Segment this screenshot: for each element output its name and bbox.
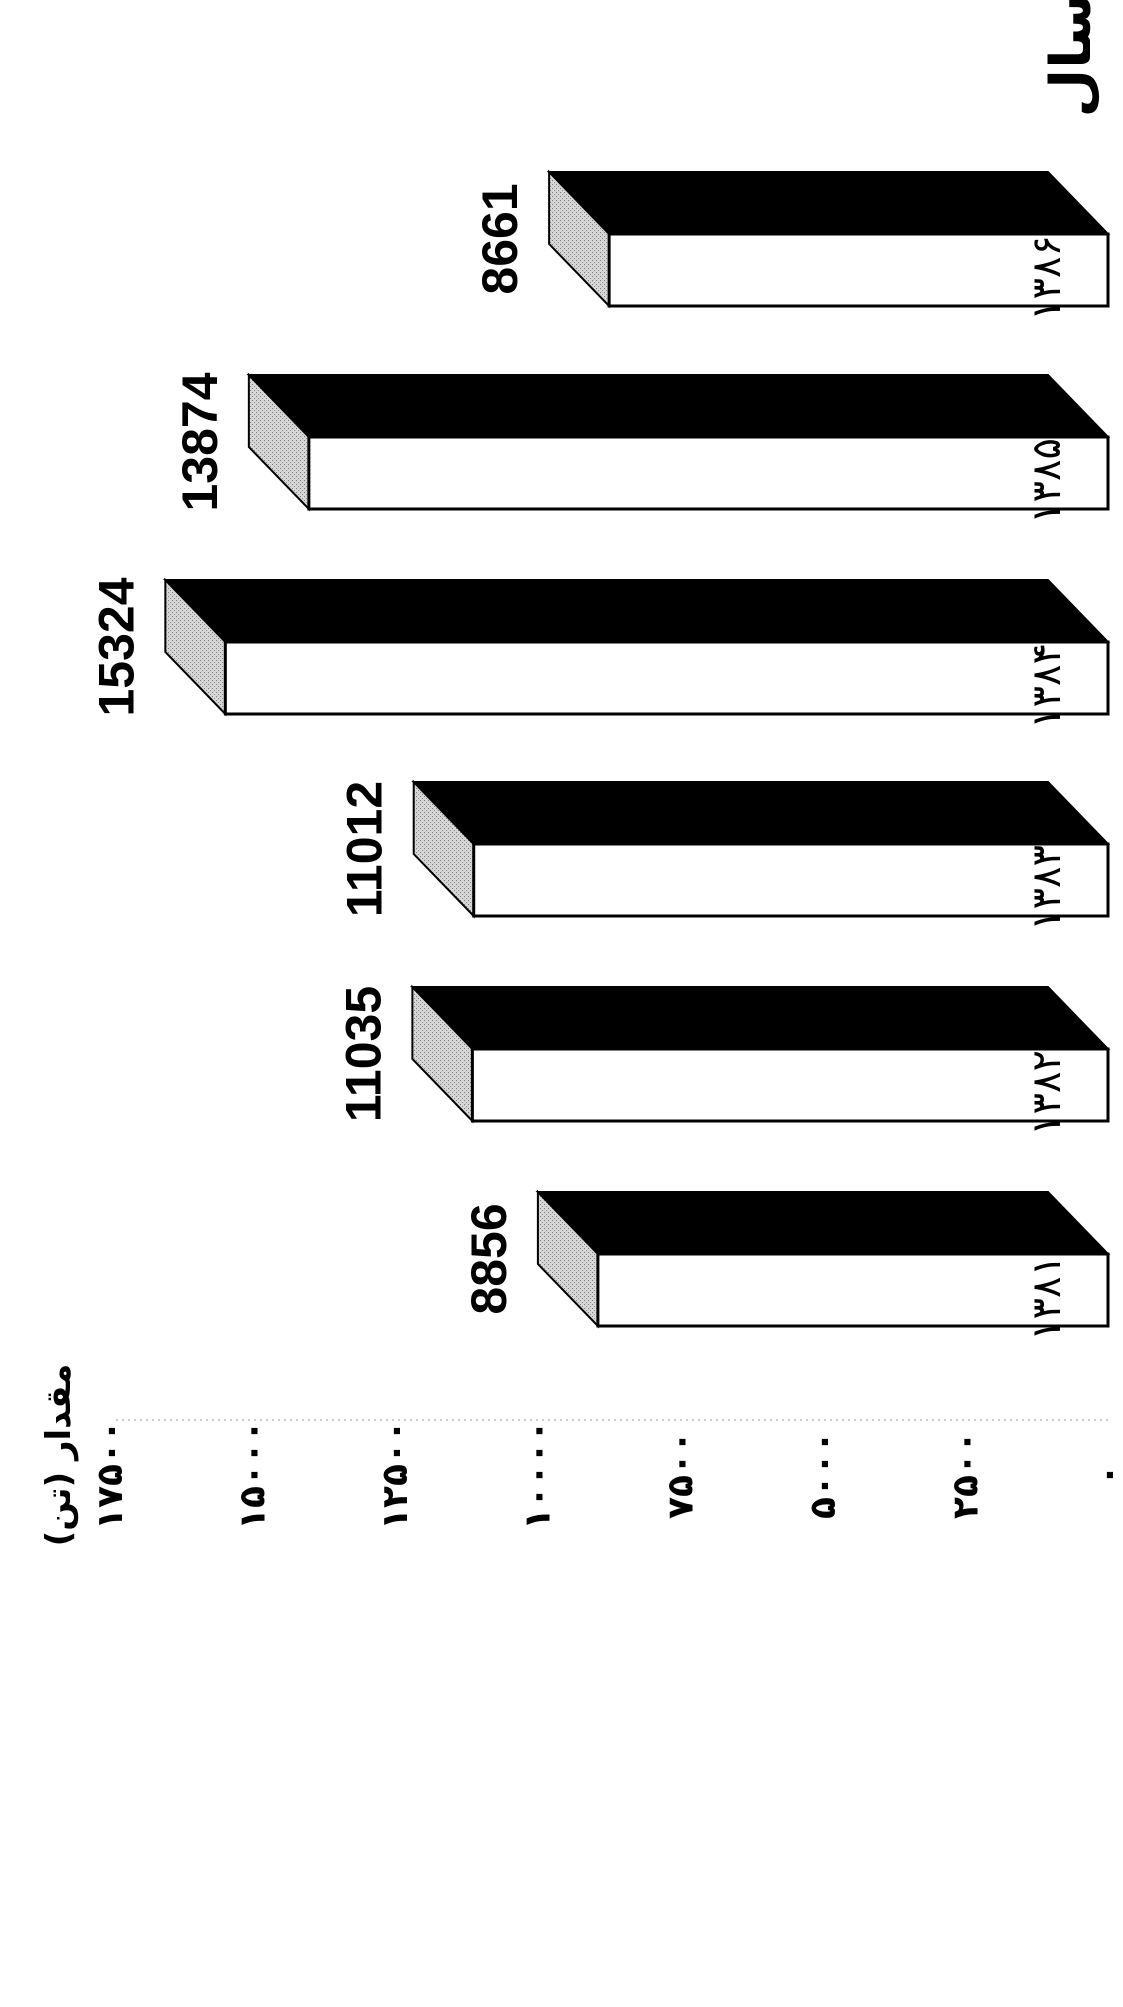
y-tick-label: ۵۰۰۰ <box>803 1431 844 1519</box>
bar <box>246 372 1111 512</box>
y-tick-label: ۱۲۵۰۰ <box>375 1420 416 1530</box>
data-label: 15324 <box>88 577 144 716</box>
bar <box>411 779 1111 919</box>
category-label: ۱۳۸۱ <box>1024 1255 1070 1341</box>
category-label: ۱۳۸۶ <box>1024 235 1070 321</box>
bar-top-face <box>246 374 1111 438</box>
y-axis-title: مقدار (تن) <box>39 1364 79 1547</box>
y-tick-label: ۰ <box>1088 1464 1123 1486</box>
data-label: 11012 <box>337 781 393 917</box>
category-label: ۱۳۸۲ <box>1024 1050 1070 1136</box>
data-label: 8661 <box>472 183 528 294</box>
bar-top-face <box>411 781 1111 845</box>
category-label: ۱۳۸۵ <box>1024 438 1070 524</box>
bar-top-face <box>162 579 1111 643</box>
category-label: ۱۳۸۳ <box>1024 845 1070 931</box>
x-axis-title: سال <box>1039 0 1104 117</box>
bar-front-face <box>223 640 1110 716</box>
bar-front-face <box>472 842 1110 918</box>
bar <box>410 984 1111 1124</box>
bar-front-face <box>596 1252 1110 1328</box>
y-tick-label: ۱۰۰۰۰ <box>518 1420 559 1530</box>
data-label: 11035 <box>335 986 391 1122</box>
category-labels-layer: ۱۳۸۱ ۱۳۸۲ ۱۳۸۳ ۱۳۸۴ ۱۳۸۵ ۱۳۸۶ <box>1024 235 1070 1341</box>
data-label: 13874 <box>172 372 228 511</box>
bar <box>546 169 1111 309</box>
bars-layer <box>162 169 1111 1329</box>
y-tick-label: ۱۵۰۰۰ <box>233 1420 274 1530</box>
bar-top-face <box>546 171 1111 235</box>
y-tick-label: ۱۷۵۰۰ <box>90 1420 131 1530</box>
bar <box>535 1189 1111 1329</box>
y-tick-label: ۲۵۰۰ <box>945 1431 986 1519</box>
y-axis: ۰ ۲۵۰۰ ۵۰۰۰ ۷۵۰۰ ۱۰۰۰۰ ۱۲۵۰۰ ۱۵۰۰۰ ۱۷۵۰۰ <box>90 1419 1123 1530</box>
value-labels-layer: 8856 11035 11012 15324 13874 8661 <box>88 183 528 1314</box>
bar-top-face <box>535 1191 1111 1255</box>
bar-front-face <box>607 232 1110 308</box>
bar <box>162 577 1111 717</box>
bar-front-face <box>307 435 1110 511</box>
y-tick-label: ۷۵۰۰ <box>660 1431 701 1519</box>
bar-top-face <box>410 986 1111 1050</box>
category-label: ۱۳۸۴ <box>1024 643 1070 729</box>
bar-front-face <box>470 1047 1110 1123</box>
data-label: 8856 <box>461 1203 517 1314</box>
